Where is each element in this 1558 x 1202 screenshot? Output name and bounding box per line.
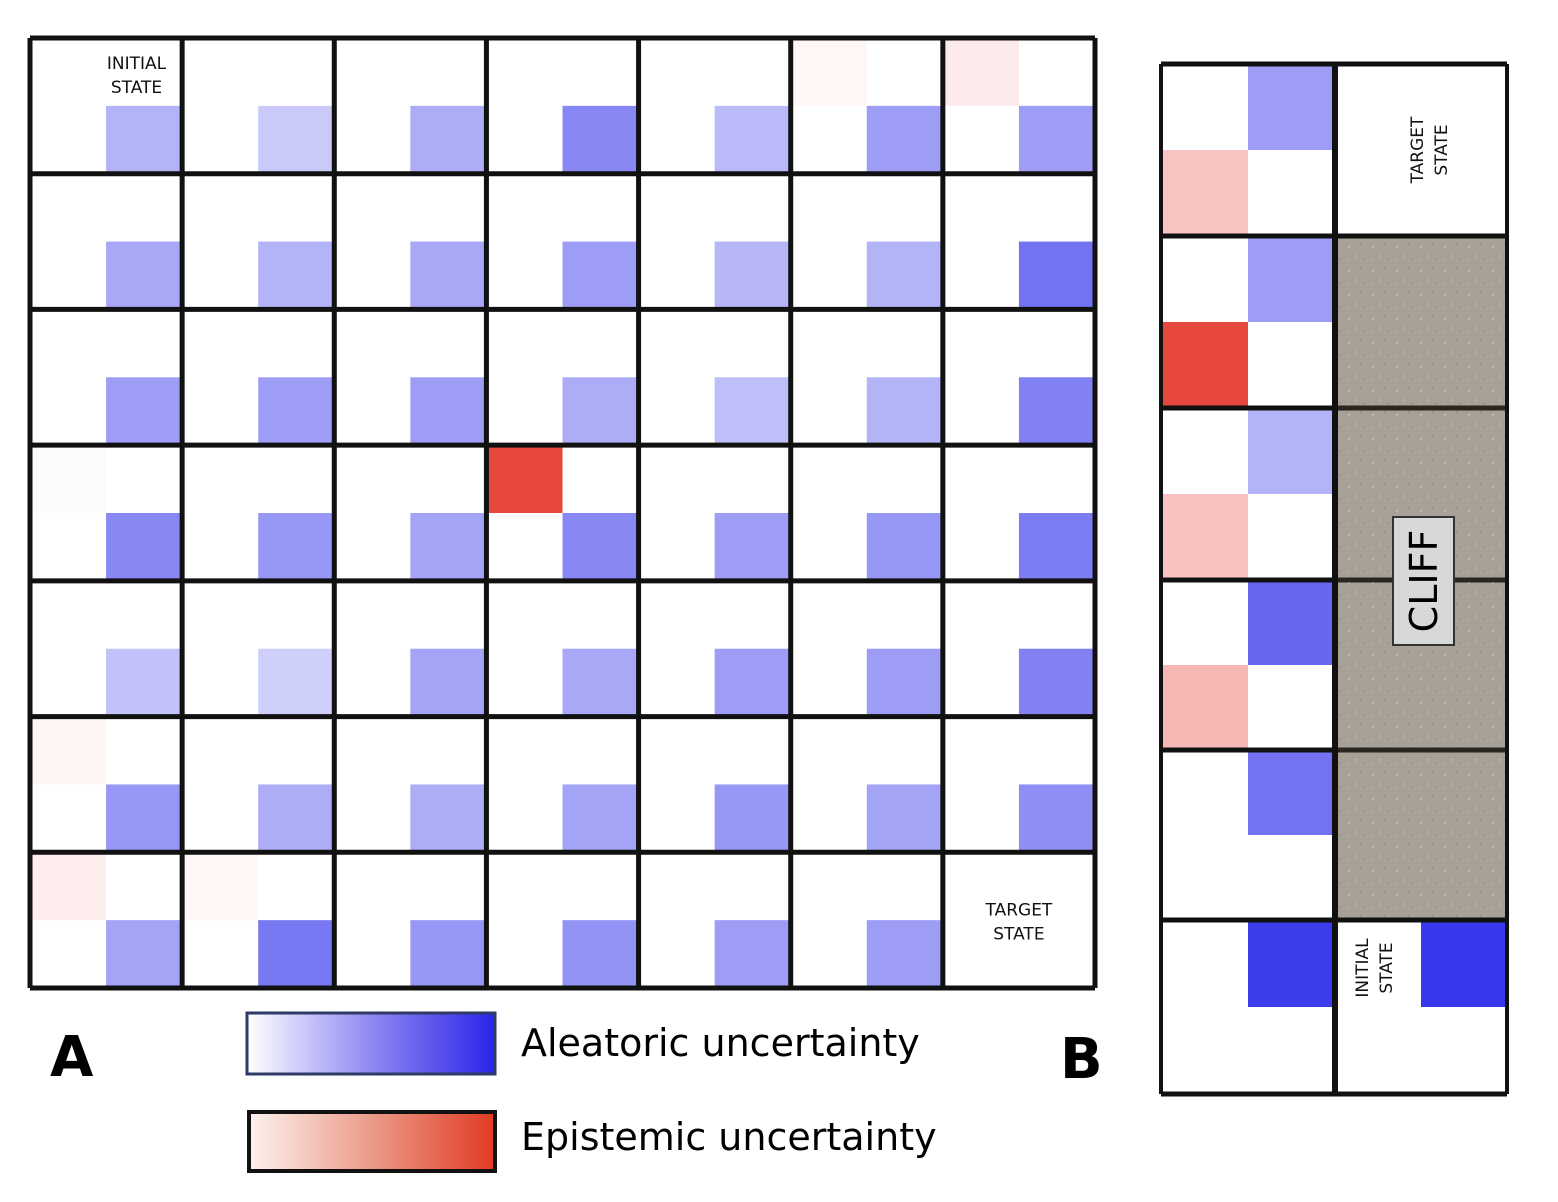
aleatoric-square [258, 784, 335, 853]
epistemic-square [1161, 665, 1248, 750]
aleatoric-square [562, 513, 639, 581]
legend: Aleatoric uncertainty Epistemic uncertai… [245, 1011, 937, 1173]
aleatoric-square [1018, 648, 1095, 717]
aleatoric-square [866, 648, 943, 717]
epistemic-square [1161, 494, 1248, 580]
cliff-label-box [1392, 516, 1455, 646]
aleatoric-square [714, 920, 791, 988]
aleatoric-square [106, 241, 183, 310]
aleatoric-square [1248, 920, 1335, 1007]
aleatoric-square [1421, 920, 1507, 1007]
epistemic-square [942, 38, 1019, 106]
aleatoric-square [106, 105, 183, 174]
panel-label-b: B [1060, 1027, 1103, 1092]
epistemic-square [30, 716, 107, 785]
aleatoric-square [1248, 750, 1335, 835]
aleatoric-square [410, 105, 487, 174]
aleatoric-square [410, 648, 487, 717]
aleatoric-colorbar [245, 1011, 497, 1076]
aleatoric-square [106, 648, 183, 717]
aleatoric-square [410, 920, 487, 988]
initial-state-label-line: INITIAL [1353, 938, 1373, 998]
initial-state-label-line: STATE [1377, 942, 1397, 993]
aleatoric-square [1018, 513, 1095, 581]
target-state-label-line: TARGET [1408, 116, 1428, 184]
aleatoric-square [106, 377, 183, 446]
panel-label-a: A [50, 1025, 94, 1090]
aleatoric-square [714, 513, 791, 581]
epistemic-square [30, 445, 107, 513]
epistemic-square [790, 38, 867, 106]
aleatoric-square [866, 784, 943, 853]
target-state-label: TARGET STATE [1408, 116, 1452, 184]
aleatoric-square [106, 920, 183, 988]
initial-state-label: INITIAL STATE [1353, 938, 1397, 998]
aleatoric-square [258, 648, 335, 717]
aleatoric-square [562, 377, 639, 446]
aleatoric-square [258, 105, 335, 174]
aleatoric-square [1018, 105, 1095, 174]
aleatoric-square [714, 241, 791, 310]
epistemic-square [30, 852, 107, 921]
epistemic-square [486, 445, 563, 513]
epistemic-square [1161, 150, 1248, 236]
aleatoric-square [1248, 408, 1335, 494]
target-state-label-line: STATE [1432, 124, 1452, 175]
epistemic-square [182, 852, 259, 921]
aleatoric-square [1248, 64, 1335, 150]
aleatoric-square [562, 105, 639, 174]
aleatoric-square [866, 513, 943, 581]
aleatoric-square [866, 920, 943, 988]
aleatoric-square [562, 784, 639, 853]
aleatoric-square [410, 241, 487, 310]
epistemic-colorbar [247, 1110, 497, 1173]
aleatoric-square [866, 105, 943, 174]
aleatoric-square [106, 513, 183, 581]
aleatoric-square [258, 377, 335, 446]
initial-state-label: INITIAL [107, 54, 167, 74]
initial-state-label: STATE [111, 78, 162, 98]
aleatoric-square [866, 241, 943, 310]
aleatoric-square [1018, 377, 1095, 446]
aleatoric-square [562, 648, 639, 717]
cliff-label: CLIFF [1402, 530, 1446, 633]
aleatoric-square [714, 105, 791, 174]
aleatoric-square [106, 784, 183, 853]
target-state-label: TARGET [985, 900, 1053, 920]
aleatoric-square [258, 920, 335, 988]
aleatoric-square [1018, 784, 1095, 853]
target-state-label: STATE [993, 924, 1044, 944]
aleatoric-square [866, 377, 943, 446]
aleatoric-square [258, 513, 335, 581]
aleatoric-square [1018, 241, 1095, 310]
aleatoric-square [562, 241, 639, 310]
aleatoric-square [1248, 236, 1335, 322]
aleatoric-square [714, 648, 791, 717]
aleatoric-square [714, 377, 791, 446]
aleatoric-square [714, 784, 791, 853]
epistemic-legend-label: Epistemic uncertainty [521, 1115, 937, 1159]
aleatoric-square [1248, 580, 1335, 665]
aleatoric-square [410, 513, 487, 581]
aleatoric-square [410, 377, 487, 446]
aleatoric-square [258, 241, 335, 310]
aleatoric-square [410, 784, 487, 853]
gridworld-panel-a: INITIAL STATE TARGET STATE [27, 35, 1098, 991]
aleatoric-legend-label: Aleatoric uncertainty [521, 1021, 920, 1065]
epistemic-square [1161, 322, 1248, 408]
aleatoric-square [562, 920, 639, 988]
